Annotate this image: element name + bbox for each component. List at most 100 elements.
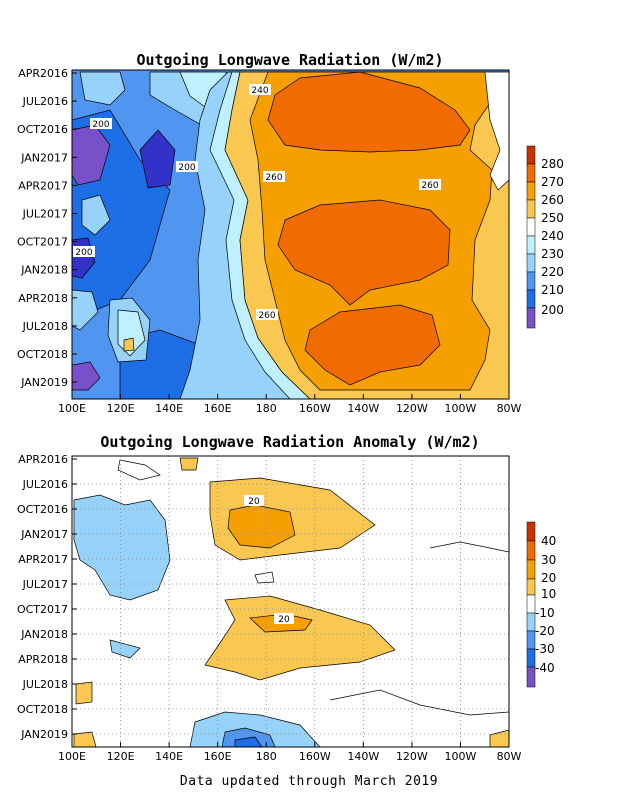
- x-tick-label: 140E: [155, 750, 183, 763]
- anomaly-axes: 100E 120E 140E 160E 180 160W 140W 120W 100W 80W AP…: [17, 453, 522, 763]
- colorbar-swatch: [526, 163, 536, 183]
- chart-title: Outgoing Longwave Radiation (W/m2): [136, 51, 443, 69]
- y-tick-label: OCT2017: [17, 603, 68, 616]
- anomaly-contour-line: [429, 541, 509, 553]
- x-tick-label: 180: [256, 750, 277, 763]
- colorbar-swatch: [526, 253, 536, 273]
- y-tick-label: APR2017: [18, 179, 68, 192]
- contour-label: 200: [75, 248, 92, 258]
- contour-label: 20: [278, 615, 290, 625]
- y-tick-label: JUL2016: [22, 95, 68, 108]
- anomaly-field: [72, 456, 509, 747]
- olr-yellow-spot: [123, 337, 135, 352]
- anomaly-strong-positive: [227, 504, 296, 549]
- olr-field: [72, 70, 509, 399]
- olr-anomaly-panel: Outgoing Longwave Radiation Anomaly (W/m…: [17, 433, 556, 763]
- olr-dark-orange-region: [277, 199, 451, 306]
- y-tick-label: JAN2017: [20, 528, 68, 541]
- x-tick-label: 180: [256, 402, 277, 415]
- anomaly-strongest-negative: [234, 736, 263, 747]
- y-tick-label: JAN2018: [20, 628, 68, 641]
- x-tick-label: 80W: [497, 402, 522, 415]
- y-tick-label: APR2016: [18, 453, 68, 466]
- data-updated-note: Data updated through March 2019: [179, 774, 439, 789]
- olr-dark-orange-region: [304, 304, 441, 386]
- x-tick-label: 100E: [58, 402, 86, 415]
- colorbar-label: -10: [535, 606, 555, 620]
- x-tick-label: 120W: [396, 402, 428, 415]
- y-tick-label: JAN2019: [20, 728, 68, 741]
- colorbar-label: -30: [535, 642, 555, 656]
- contour-label: 20: [248, 497, 260, 507]
- colorbar-label: 220: [541, 265, 564, 279]
- chart-title: Outgoing Longwave Radiation Anomaly (W/m…: [100, 433, 479, 451]
- anomaly-contour-labels: 20 20: [244, 495, 294, 625]
- x-tick-label: 160E: [204, 402, 232, 415]
- colorbar-label: -40: [535, 661, 555, 675]
- olr-white-edge: [484, 71, 509, 191]
- x-tick-label: 120E: [107, 402, 135, 415]
- x-tick-label: 120E: [107, 750, 135, 763]
- anomaly-negative-region: [109, 639, 141, 659]
- colorbar-swatch: [526, 612, 536, 632]
- x-tick-label: 160W: [299, 402, 331, 415]
- y-tick-label: JUL2017: [22, 578, 68, 591]
- y-tick-label: APR2018: [18, 653, 68, 666]
- colorbar-swatch: [526, 630, 536, 650]
- x-tick-label: 100E: [58, 750, 86, 763]
- colorbar-label: 280: [541, 157, 564, 171]
- x-tick-label: 160E: [204, 750, 232, 763]
- colorbar-label: 30: [541, 553, 556, 567]
- colorbar-swatch: [526, 594, 536, 614]
- x-tick-label: 120W: [396, 750, 428, 763]
- y-tick-label: OCT2016: [17, 503, 68, 516]
- colorbar-swatch: [526, 578, 536, 596]
- anomaly-colorbar: 40 30 20 10 -10 -20 -30 -40: [526, 521, 556, 688]
- y-tick-label: JAN2019: [20, 376, 68, 389]
- olr-light-blue-region: [72, 289, 99, 331]
- colorbar-swatch: [526, 666, 536, 688]
- x-tick-label: 140W: [347, 402, 379, 415]
- colorbar-swatch: [526, 289, 536, 309]
- colorbar-swatch: [526, 235, 536, 255]
- anomaly-negative-region: [189, 711, 321, 747]
- contour-label: 200: [92, 120, 109, 130]
- colorbar-label: 200: [541, 303, 564, 317]
- colorbar-label: 240: [541, 229, 564, 243]
- x-tick-label: 140W: [347, 750, 379, 763]
- colorbar-label: 20: [541, 571, 556, 585]
- colorbar-label: 270: [541, 175, 564, 189]
- olr-purple-region: [72, 361, 101, 391]
- olr-purple-region: [139, 129, 176, 189]
- colorbar-label: 40: [541, 534, 556, 548]
- contour-label: 260: [258, 311, 275, 321]
- colorbar-swatch: [526, 559, 536, 580]
- x-tick-label: 100W: [445, 750, 477, 763]
- colorbar-swatch: [526, 540, 536, 561]
- contour-label: 240: [251, 86, 268, 96]
- y-tick-label: JUL2017: [22, 208, 68, 221]
- olr-axes: 100E 120E 140E 160E 180 160W 140W 120W 100W 80W AP…: [17, 67, 522, 415]
- x-tick-label: 160W: [299, 750, 331, 763]
- colorbar-swatch: [526, 648, 536, 668]
- colorbar-label: 250: [541, 211, 564, 225]
- colorbar-label: 230: [541, 247, 564, 261]
- y-tick-label: JUL2016: [22, 478, 68, 491]
- contour-label: 200: [178, 163, 195, 173]
- y-tick-label: OCT2018: [17, 703, 68, 716]
- y-tick-label: JUL2018: [22, 678, 68, 691]
- colorbar-swatch: [526, 199, 536, 219]
- colorbar-swatch: [526, 307, 536, 329]
- anomaly-positive-region: [75, 681, 93, 705]
- olr-panel: Outgoing Longwave Radiation (W/m2): [17, 51, 564, 415]
- x-tick-label: 100W: [445, 402, 477, 415]
- x-tick-label: 140E: [155, 402, 183, 415]
- colorbar-label: -20: [535, 624, 555, 638]
- colorbar-swatch: [526, 145, 536, 165]
- colorbar-swatch: [526, 521, 536, 542]
- y-tick-label: OCT2017: [17, 236, 68, 249]
- y-tick-label: OCT2018: [17, 348, 68, 361]
- x-tick-label: 80W: [497, 750, 522, 763]
- contour-label: 260: [421, 181, 438, 191]
